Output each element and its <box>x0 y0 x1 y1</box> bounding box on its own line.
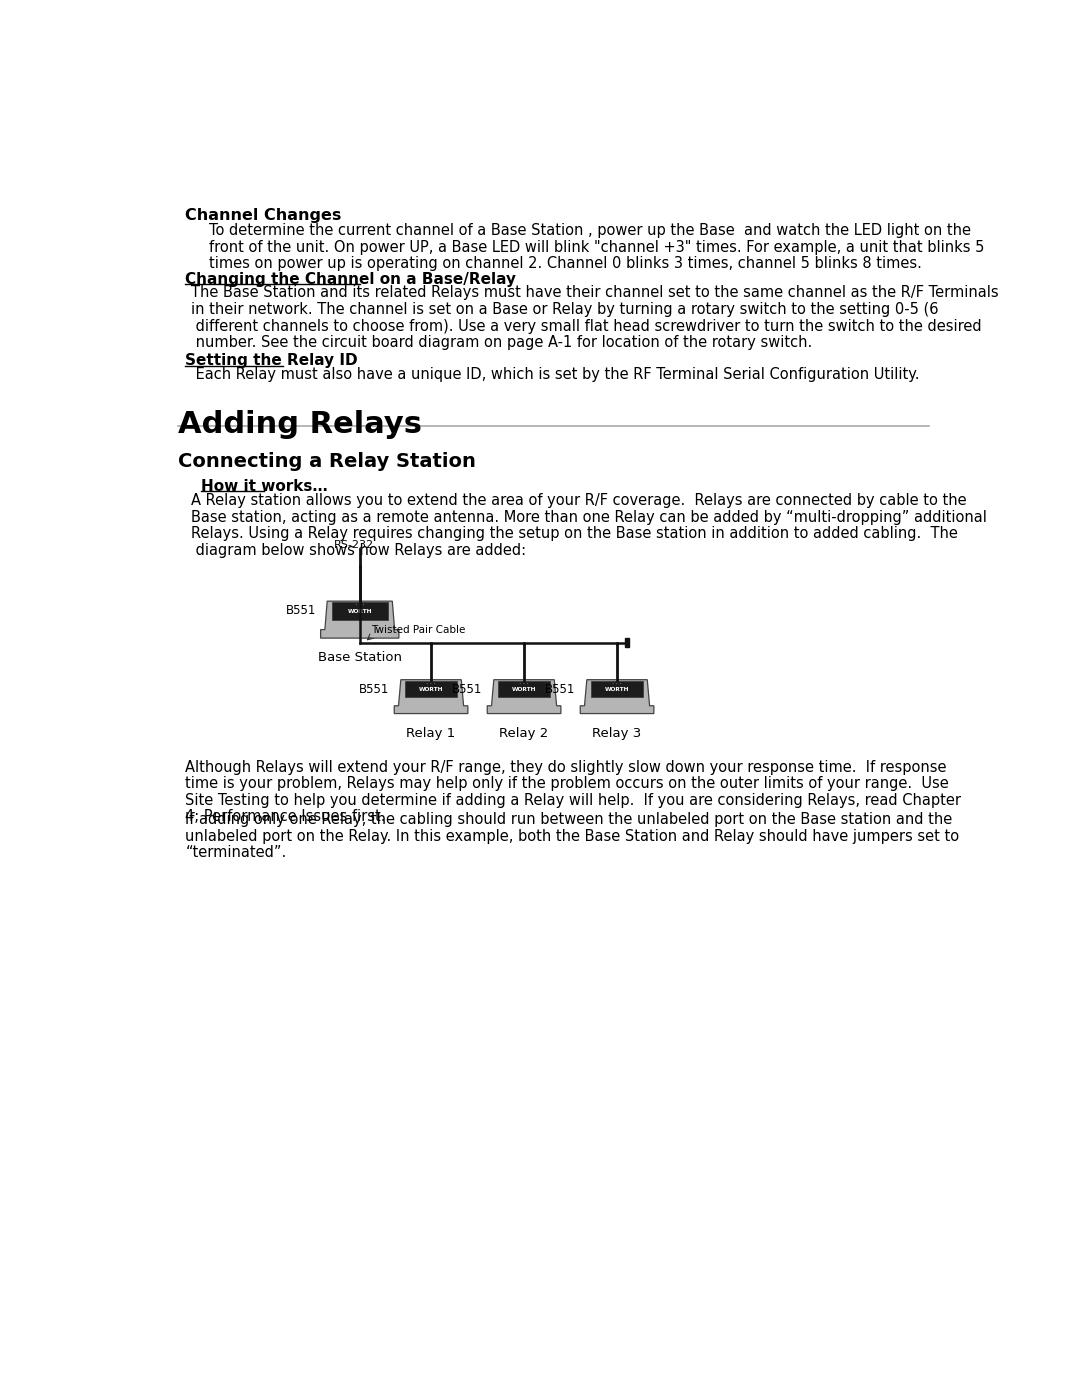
Text: time is your problem, Relays may help only if the problem occurs on the outer li: time is your problem, Relays may help on… <box>186 777 949 791</box>
Text: Channel Changes: Channel Changes <box>186 208 341 222</box>
Polygon shape <box>498 680 550 697</box>
Text: B551: B551 <box>545 683 576 696</box>
Text: Relay 2: Relay 2 <box>499 726 549 739</box>
Text: in their network. The channel is set on a Base or Relay by turning a rotary swit: in their network. The channel is set on … <box>191 302 939 317</box>
Text: • • •: • • • <box>519 682 529 686</box>
Text: front of the unit. On power UP, a Base LED will blink "channel +3" times. For ex: front of the unit. On power UP, a Base L… <box>208 240 984 254</box>
Text: Relay 3: Relay 3 <box>593 726 642 739</box>
Text: unlabeled port on the Relay. In this example, both the Base Station and Relay sh: unlabeled port on the Relay. In this exa… <box>186 828 959 844</box>
Text: How it works…: How it works… <box>201 479 327 493</box>
Text: The Base Station and its related Relays must have their channel set to the same : The Base Station and its related Relays … <box>191 285 998 300</box>
Polygon shape <box>591 680 643 697</box>
Text: Although Relays will extend your R/F range, they do slightly slow down your resp: Although Relays will extend your R/F ran… <box>186 760 947 775</box>
Text: Each Relay must also have a unique ID, which is set by the RF Terminal Serial Co: Each Relay must also have a unique ID, w… <box>191 367 919 381</box>
Text: WORTH: WORTH <box>512 687 537 692</box>
Text: A Relay station allows you to extend the area of your R/F coverage.  Relays are : A Relay station allows you to extend the… <box>191 493 967 509</box>
Text: Connecting a Relay Station: Connecting a Relay Station <box>177 451 475 471</box>
Text: Relay 1: Relay 1 <box>406 726 456 739</box>
Text: Base Station: Base Station <box>318 651 402 664</box>
Text: Base station, acting as a remote antenna. More than one Relay can be added by “m: Base station, acting as a remote antenna… <box>191 510 987 525</box>
Polygon shape <box>394 680 468 714</box>
Text: • • •: • • • <box>427 682 436 686</box>
Bar <box>625 638 630 647</box>
Text: B551: B551 <box>285 605 316 617</box>
Polygon shape <box>580 680 653 714</box>
Text: 4; Performance Issues first.: 4; Performance Issues first. <box>186 809 386 824</box>
Text: different channels to choose from). Use a very small flat head screwdriver to tu: different channels to choose from). Use … <box>191 319 982 334</box>
Text: WORTH: WORTH <box>348 609 372 615</box>
Polygon shape <box>405 680 457 697</box>
Text: B551: B551 <box>360 683 390 696</box>
Text: • • •: • • • <box>355 604 365 608</box>
Text: number. See the circuit board diagram on page A-1 for location of the rotary swi: number. See the circuit board diagram on… <box>191 335 812 351</box>
Text: Setting the Relay ID: Setting the Relay ID <box>186 353 357 369</box>
Text: Twisted Pair Cable: Twisted Pair Cable <box>370 624 465 636</box>
Text: diagram below shows how Relays are added:: diagram below shows how Relays are added… <box>191 543 526 557</box>
Text: RS-232: RS-232 <box>334 541 374 550</box>
Text: Adding Relays: Adding Relays <box>177 411 421 439</box>
Text: To determine the current channel of a Base Station , power up the Base  and watc: To determine the current channel of a Ba… <box>208 224 971 237</box>
Text: WORTH: WORTH <box>419 687 443 692</box>
Text: • • •: • • • <box>612 682 622 686</box>
Text: WORTH: WORTH <box>605 687 630 692</box>
Text: “terminated”.: “terminated”. <box>186 845 286 861</box>
Text: If adding only one Relay, the cabling should run between the unlabeled port on t: If adding only one Relay, the cabling sh… <box>186 812 953 827</box>
Polygon shape <box>487 680 561 714</box>
Text: Site Testing to help you determine if adding a Relay will help.  If you are cons: Site Testing to help you determine if ad… <box>186 793 961 807</box>
Polygon shape <box>321 601 399 638</box>
Text: times on power up is operating on channel 2. Channel 0 blinks 3 times, channel 5: times on power up is operating on channe… <box>208 256 921 271</box>
Polygon shape <box>332 602 388 620</box>
Text: Relays. Using a Relay requires changing the setup on the Base station in additio: Relays. Using a Relay requires changing … <box>191 527 958 542</box>
Text: Changing the Channel on a Base/Relay: Changing the Channel on a Base/Relay <box>186 271 516 286</box>
Text: B551: B551 <box>453 683 483 696</box>
